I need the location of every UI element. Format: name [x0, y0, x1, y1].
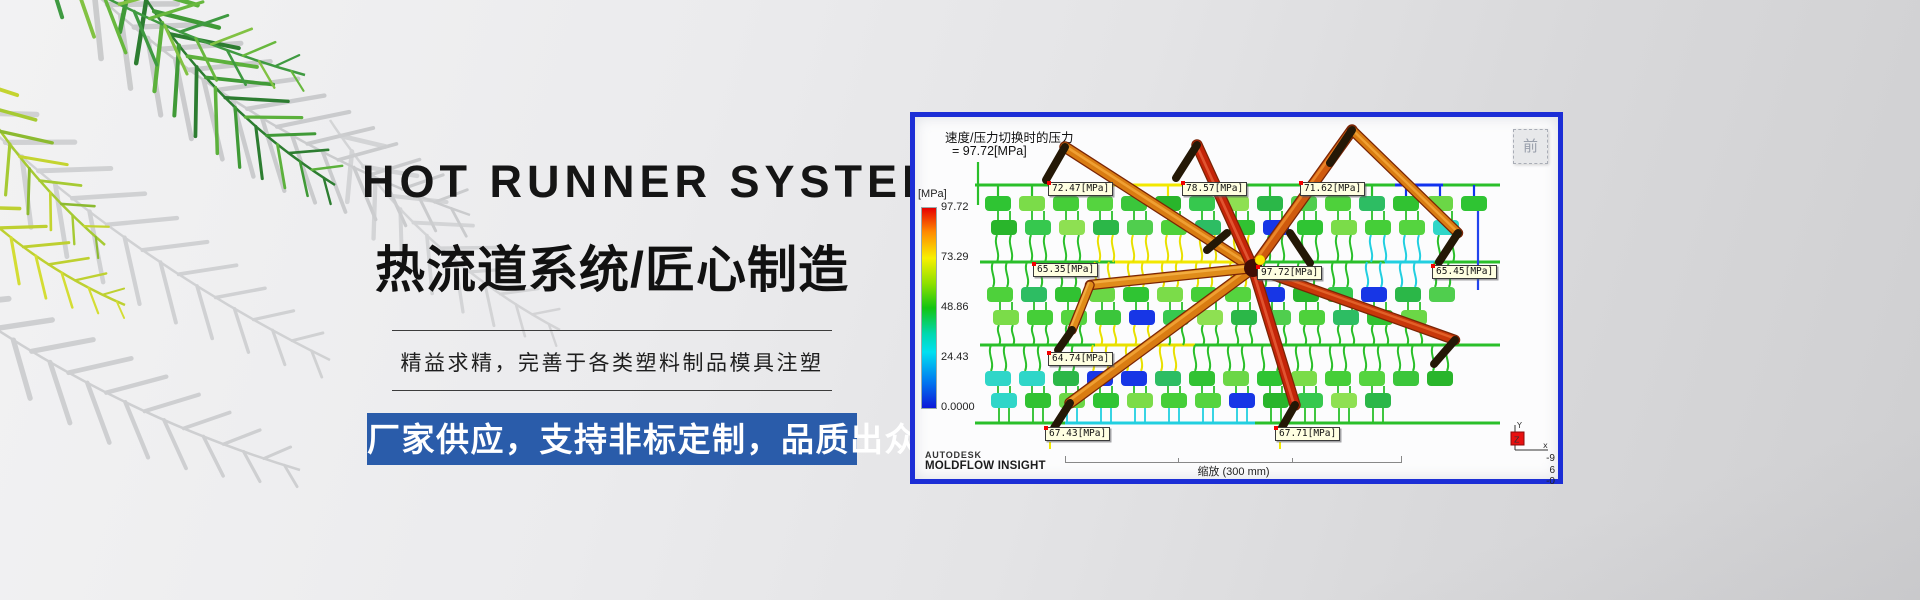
moldflow-panel: 速度/压力切换时的压力 = 97.72[MPa] [MPa] 97.72 73.… — [910, 112, 1563, 487]
legend-tick: 0.0000 — [941, 401, 975, 413]
tagline: 精益求精，完善于各类塑料制品模具注塑 — [400, 352, 824, 375]
axis-edge-value: 6 — [1549, 465, 1555, 476]
legend-tick: 24.43 — [941, 351, 969, 363]
result-title-line1: 速度/压力切换时的压力 — [945, 131, 1074, 145]
x-axis-label: x — [1543, 441, 1548, 450]
y-axis-label: Y — [1516, 421, 1522, 430]
view-front-button[interactable]: 前 — [1513, 129, 1548, 164]
divider-top — [392, 330, 832, 331]
legend-tick: 97.72 — [941, 201, 969, 213]
palm-leaves-decoration — [0, 0, 561, 489]
legend-tick: 73.29 — [941, 251, 969, 263]
moldflow-insight-logo-text: MOLDFLOW INSIGHT — [925, 460, 1046, 472]
banner-copy: HOT RUNNER SYSTEM 热流道系统/匠心制造 精益求精，完善于各类塑… — [362, 140, 945, 480]
legend-unit: [MPa] — [918, 188, 947, 200]
result-title-line2: = 97.72[MPa] — [952, 144, 1027, 158]
legend-tick: 48.86 — [941, 301, 969, 313]
headline-en: HOT RUNNER SYSTEM — [362, 156, 945, 207]
headline-zh: 热流道系统/匠心制造 — [375, 242, 849, 298]
cta-button[interactable]: 厂家供应，支持非标定制，品质出众 — [367, 413, 918, 465]
axis-edge-value: -9 — [1546, 453, 1555, 464]
z-axis-cube — [1510, 431, 1525, 446]
scale-ruler — [1065, 456, 1402, 463]
runner-model-plot — [975, 124, 1500, 449]
scale-label: 缩放 (300 mm) — [1197, 466, 1270, 478]
z-axis-label: Z — [1514, 436, 1520, 445]
legend-color-bar — [921, 207, 937, 409]
divider-bottom — [392, 390, 832, 391]
axis-edge-value: -0 — [1546, 476, 1555, 487]
autodesk-logo-text: AUTODESK — [925, 450, 982, 460]
axis-triad: Y x Z — [1510, 421, 1548, 451]
